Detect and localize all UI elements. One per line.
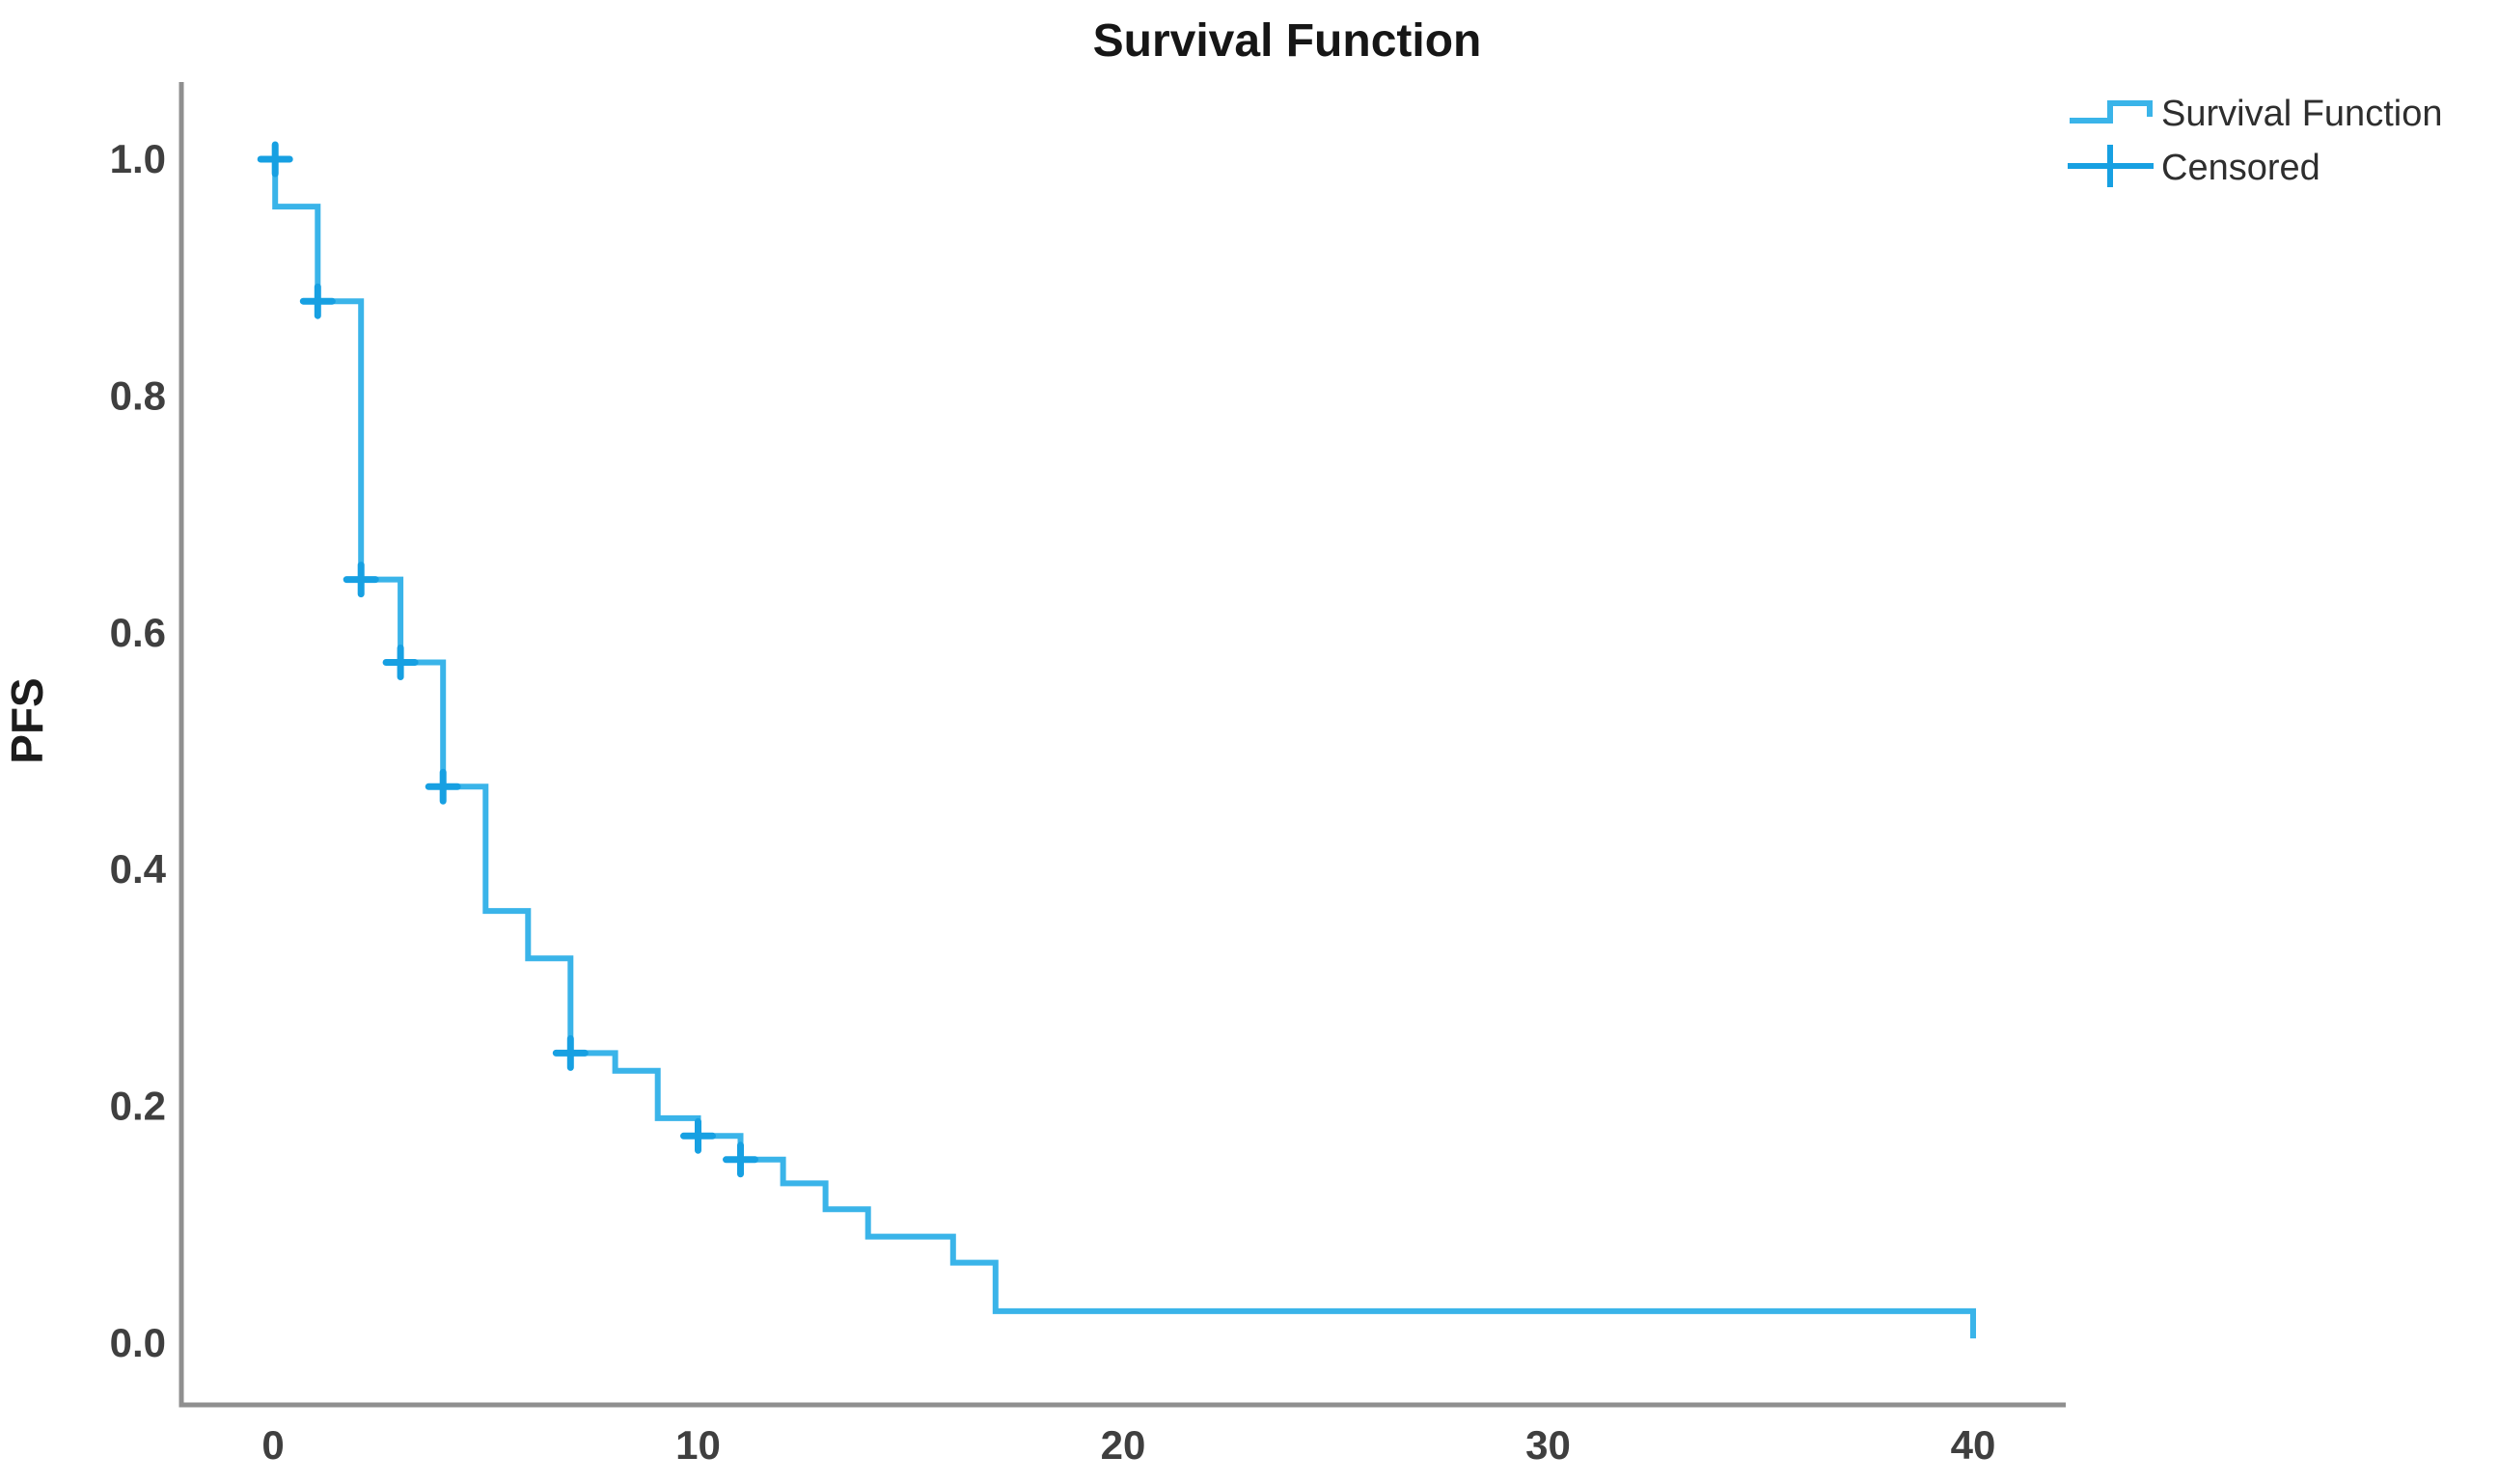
legend-label-survival: Survival Function [2161,94,2442,134]
y-tick-label: 0.0 [110,1320,166,1365]
legend-label-censored: Censored [2161,148,2320,188]
censored-plus-icon [2068,145,2154,187]
x-tick-label: 0 [261,1422,284,1468]
axis-lines [178,82,2066,1408]
censored-marks [257,141,758,1178]
survival-step-line [272,159,1976,1339]
censored-mark [257,141,293,178]
x-tick-label: 20 [1101,1422,1146,1468]
censored-mark [382,645,419,680]
censored-mark [299,283,336,319]
y-tick-label: 0.2 [110,1084,166,1129]
censored-mark [723,1141,758,1178]
censored-mark [680,1117,716,1154]
survival-line-icon [2070,100,2153,124]
x-tick-labels: 0 10 20 30 40 [261,1422,1995,1468]
y-tick-label: 0.8 [110,372,166,418]
x-tick-label: 30 [1525,1422,1571,1468]
chart-title: Survival Function [1093,15,1482,67]
y-axis-label: PFS [2,677,52,763]
censored-mark [425,768,461,805]
censored-mark [552,1034,589,1071]
x-tick-label: 10 [675,1422,721,1468]
y-tick-labels: 1.0 0.8 0.6 0.4 0.2 0.0 [110,136,167,1365]
x-tick-label: 40 [1951,1422,1996,1468]
censored-mark [343,562,379,598]
y-tick-label: 1.0 [110,136,166,181]
y-tick-label: 0.4 [110,846,167,892]
y-tick-label: 0.6 [110,610,166,655]
legend: Survival Function Censored [2068,94,2442,188]
